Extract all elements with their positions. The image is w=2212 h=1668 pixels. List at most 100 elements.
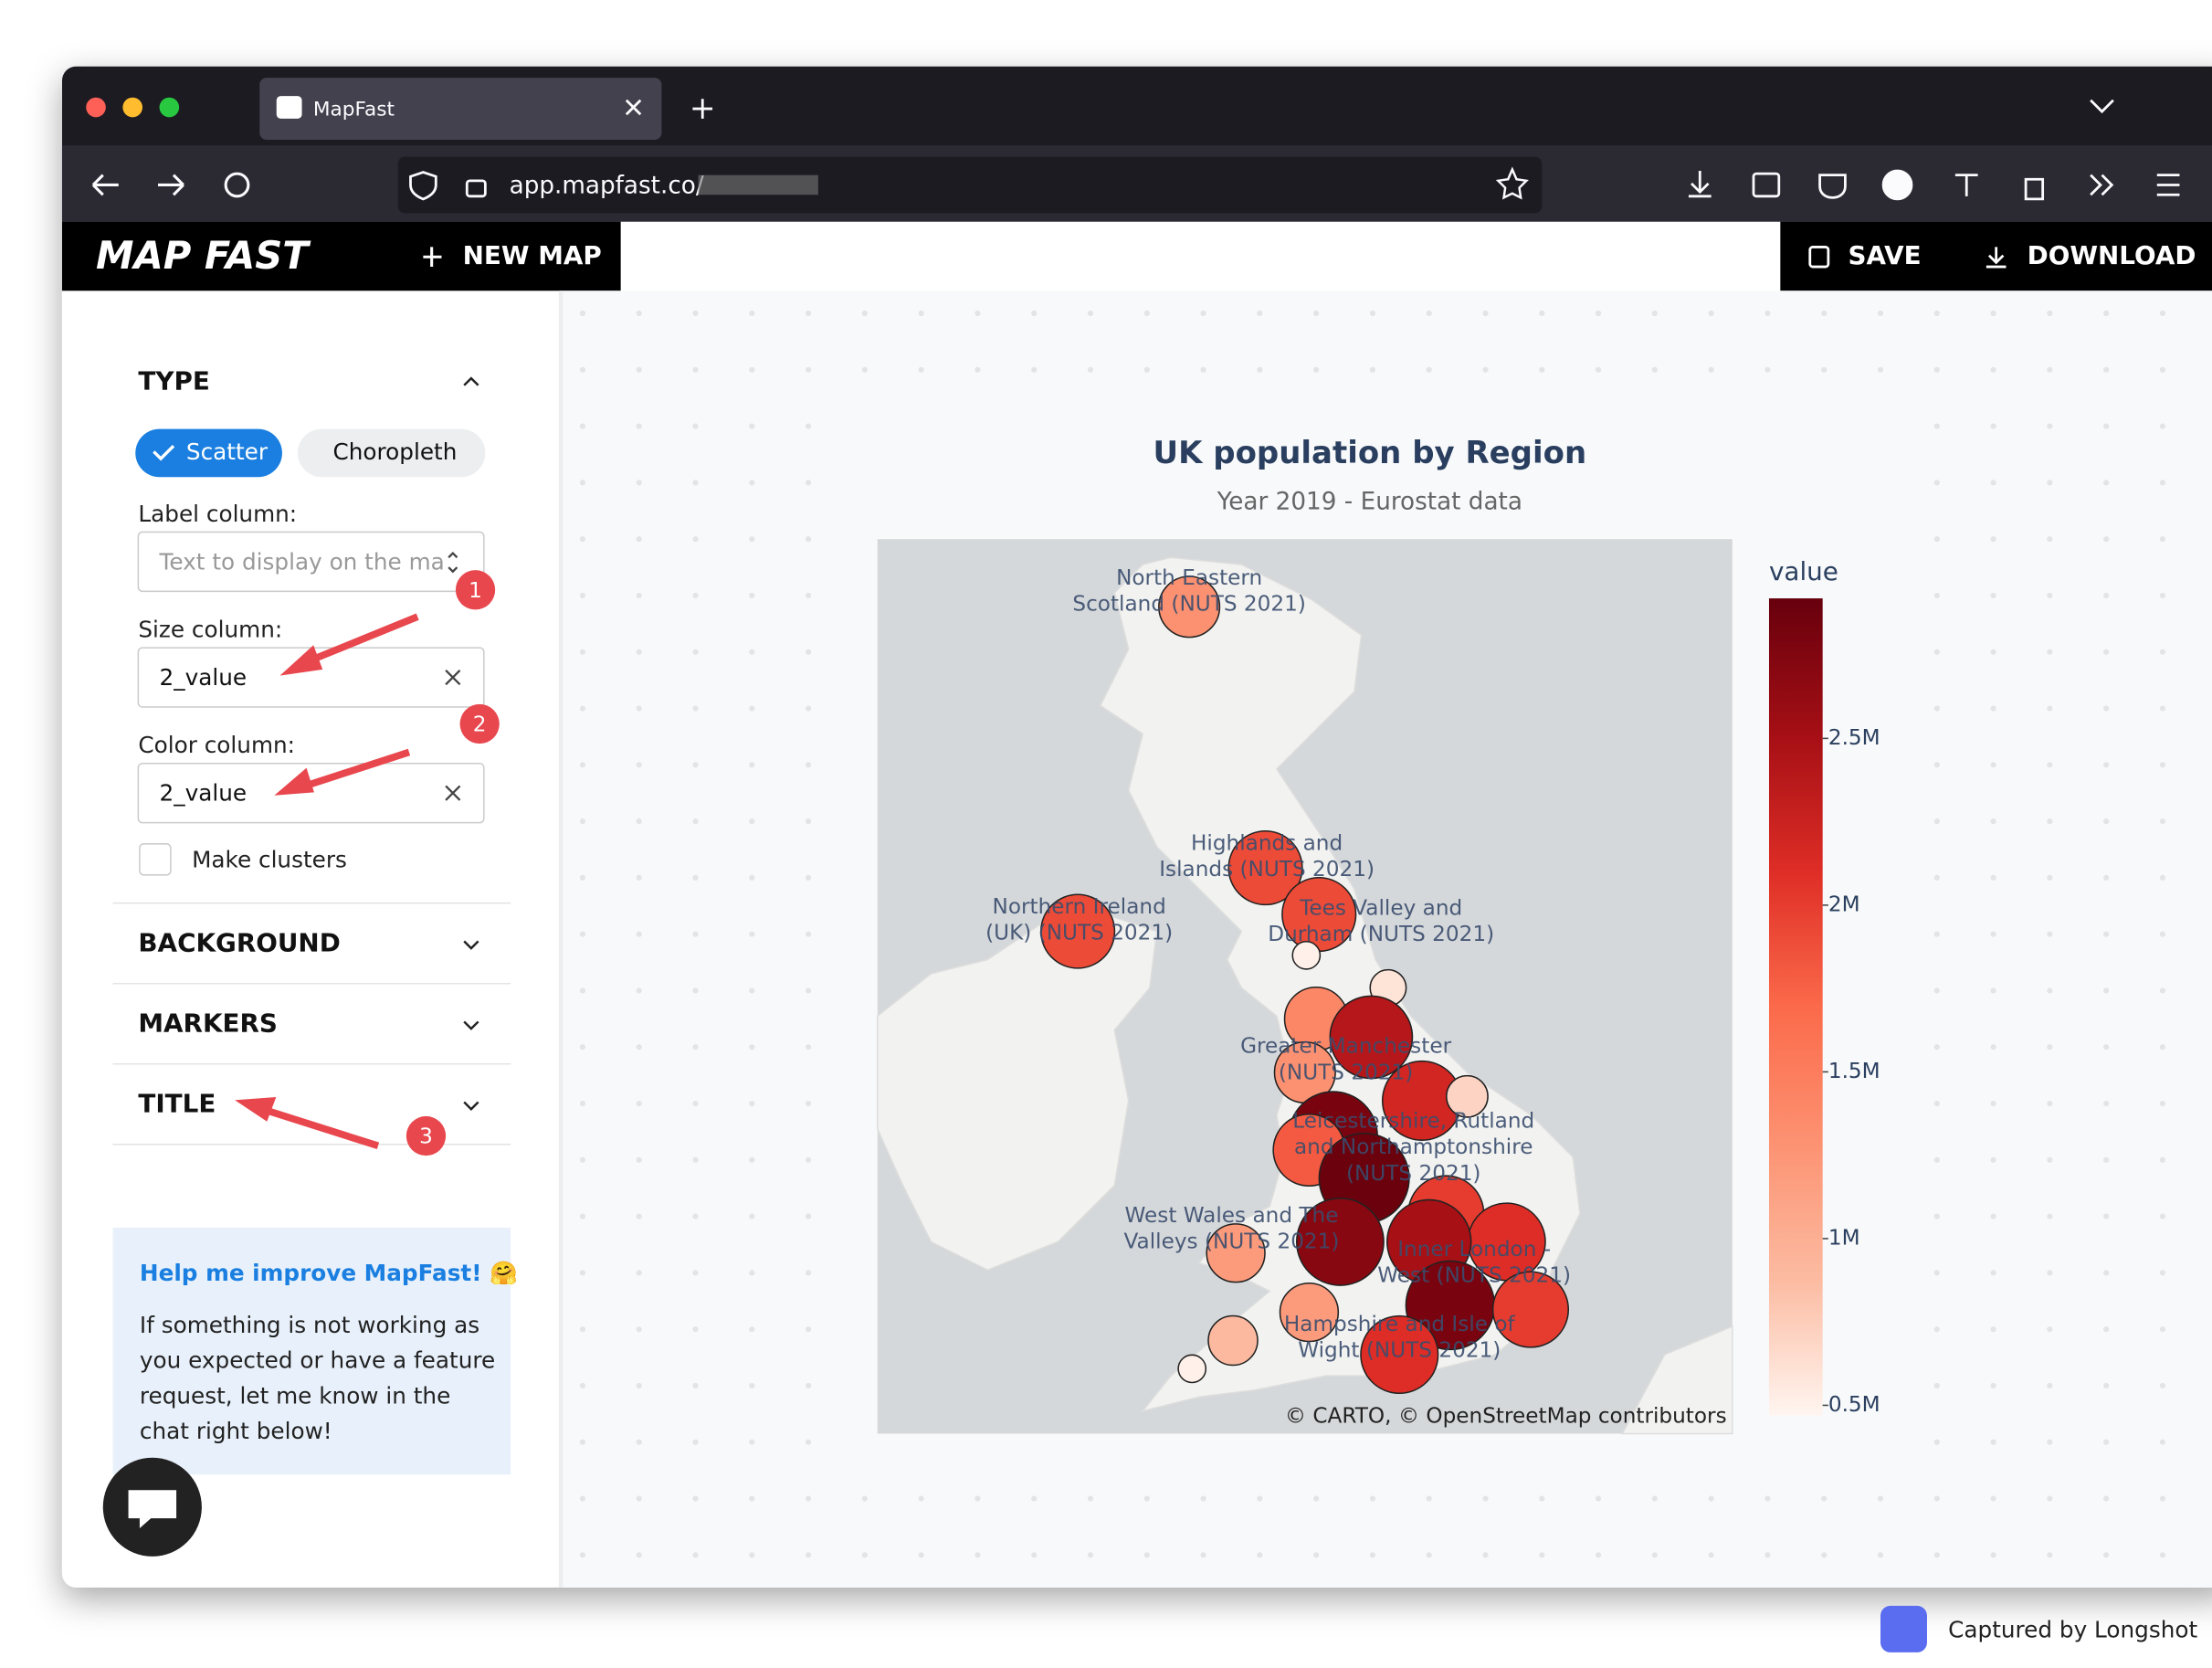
dot xyxy=(805,705,812,712)
logo[interactable]: MAP FAST xyxy=(96,233,311,278)
bookmark-star[interactable] xyxy=(1495,166,1529,200)
dot xyxy=(805,987,812,994)
dot xyxy=(749,310,755,317)
dot xyxy=(636,1382,642,1389)
dot xyxy=(1369,1552,1376,1558)
help-text: request, let me know in the xyxy=(140,1382,450,1409)
dot xyxy=(2047,1213,2053,1219)
dot xyxy=(692,818,699,825)
chart-subtitle: Year 2019 - Eurostat data xyxy=(1217,489,1522,516)
save-button[interactable]: SAVE xyxy=(1848,240,1921,270)
toolbar-icons[interactable] xyxy=(1688,169,2180,201)
dot xyxy=(1482,366,1489,373)
annotation-number: 1 xyxy=(469,579,482,603)
region-label: (UK) (NUTS 2021) xyxy=(985,921,1173,945)
region-label: Inner London - xyxy=(1397,1238,1551,1262)
label-select[interactable] xyxy=(137,531,485,593)
zoom-button[interactable] xyxy=(159,97,180,118)
dot xyxy=(692,366,699,373)
dividers xyxy=(112,902,511,1145)
shield-icon[interactable] xyxy=(409,171,437,201)
download-button[interactable]: DOWNLOAD xyxy=(2028,240,2196,270)
nav-buttons[interactable] xyxy=(91,174,184,196)
marker xyxy=(1446,1074,1489,1118)
dot xyxy=(2159,480,2166,486)
dot xyxy=(1990,1270,1996,1276)
marker xyxy=(1040,893,1116,969)
dot xyxy=(2103,705,2110,712)
dot xyxy=(579,366,586,373)
dot xyxy=(1933,1156,1940,1163)
dot xyxy=(749,480,755,486)
color-select[interactable] xyxy=(137,762,485,824)
dot xyxy=(974,366,981,373)
dot xyxy=(918,366,924,373)
dot xyxy=(1990,1552,1996,1558)
dot xyxy=(2159,762,2166,768)
region-label: North Eastern xyxy=(1116,566,1262,590)
dot xyxy=(2047,1552,2053,1558)
dot xyxy=(1426,310,1432,317)
dot xyxy=(1369,310,1376,317)
help-box xyxy=(112,1227,511,1475)
placeholder: Text to display on the ma xyxy=(159,548,445,575)
section-title[interactable]: MARKERS xyxy=(138,1008,278,1039)
section-title[interactable]: TITLE xyxy=(138,1089,216,1119)
dot xyxy=(2159,1439,2166,1445)
choropleth-option[interactable] xyxy=(297,428,486,478)
dot xyxy=(692,1213,699,1219)
save-icon xyxy=(1808,246,1830,269)
dot xyxy=(2103,931,2110,937)
dot xyxy=(1708,366,1714,373)
dot xyxy=(1257,366,1263,373)
dot xyxy=(579,649,586,655)
tab[interactable] xyxy=(259,78,662,141)
dot xyxy=(636,423,642,429)
dot xyxy=(1764,366,1771,373)
dot xyxy=(1990,480,1996,486)
colorbar-tick-label: 2M xyxy=(1828,892,1860,916)
dot xyxy=(1933,762,1940,768)
dot xyxy=(2047,931,2053,937)
check-icon xyxy=(153,445,175,461)
dot xyxy=(692,480,699,486)
dot xyxy=(2103,818,2110,825)
marker xyxy=(1360,1314,1439,1395)
dot xyxy=(1933,1326,1940,1333)
reload-button[interactable] xyxy=(224,172,250,198)
region-label: West (NUTS 2021) xyxy=(1377,1264,1571,1288)
dot xyxy=(692,874,699,881)
close-button[interactable] xyxy=(86,97,106,118)
scatter-option[interactable] xyxy=(135,428,282,478)
select-icons[interactable] xyxy=(445,551,461,801)
dot xyxy=(692,1156,699,1163)
dot xyxy=(1257,1495,1263,1502)
dot xyxy=(2047,762,2053,768)
colorbar-ticks: 0.5M 1M 1.5M 2M 2.5M xyxy=(1822,726,1880,1417)
region-label: Hampshire and Isle of xyxy=(1284,1313,1516,1336)
dot xyxy=(1143,310,1150,317)
dot xyxy=(749,1495,755,1502)
dot xyxy=(805,310,812,317)
dot xyxy=(1933,1382,1940,1389)
checkbox[interactable] xyxy=(139,843,172,876)
dot xyxy=(2103,310,2110,317)
tab-controls[interactable] xyxy=(625,99,2114,119)
dot xyxy=(749,423,755,429)
dot xyxy=(1821,366,1828,373)
dot xyxy=(749,1270,755,1276)
dot xyxy=(1651,1495,1658,1502)
dot xyxy=(1482,1495,1489,1502)
dot xyxy=(2047,705,2053,712)
section-title[interactable]: BACKGROUND xyxy=(138,927,340,957)
dot xyxy=(636,1100,642,1107)
dot xyxy=(579,310,586,317)
chevron[interactable] xyxy=(463,376,479,386)
minimize-button[interactable] xyxy=(122,97,143,118)
url-bar[interactable] xyxy=(397,156,1543,214)
longshot-icon xyxy=(1880,1605,1927,1652)
section-title[interactable]: TYPE xyxy=(138,366,209,396)
chevrons[interactable] xyxy=(463,940,479,1111)
new-map-button[interactable]: NEW MAP xyxy=(463,240,602,270)
dot xyxy=(1143,366,1150,373)
